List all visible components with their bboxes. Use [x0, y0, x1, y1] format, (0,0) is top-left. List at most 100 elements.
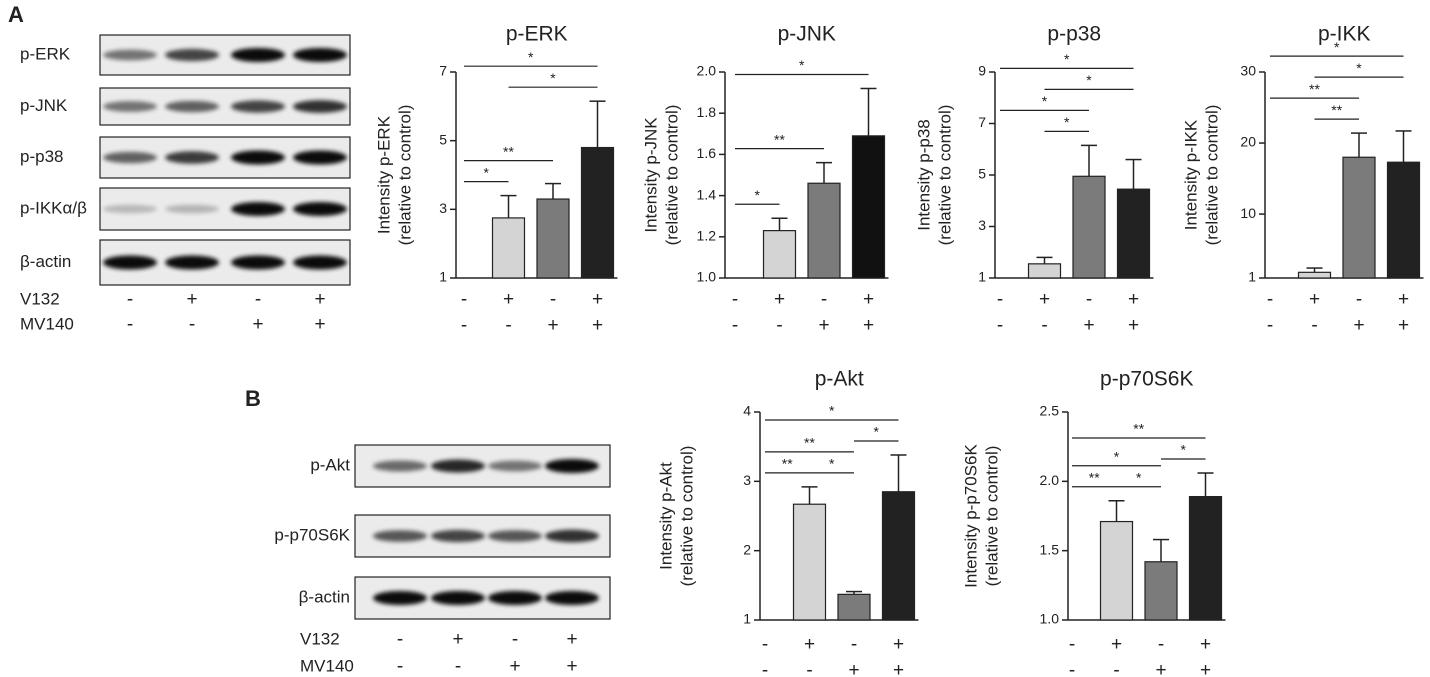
- panel-letter: A: [8, 2, 24, 27]
- y-tick-label: 1.6: [697, 145, 717, 161]
- x-sign: +: [1128, 315, 1139, 336]
- x-sign: -: [1311, 315, 1317, 336]
- blot-label: β-actin: [299, 587, 350, 606]
- significance-label: *: [755, 187, 761, 203]
- x-sign: -: [550, 289, 556, 310]
- y-tick-label: 1.0: [697, 269, 717, 285]
- treatment-sign: -: [397, 629, 403, 650]
- significance-label: **: [503, 143, 514, 159]
- treatment-sign: -: [455, 656, 461, 677]
- blot-band: [373, 460, 427, 472]
- error-bar: [1081, 144, 1097, 177]
- x-sign: -: [997, 315, 1003, 336]
- x-sign: -: [732, 289, 738, 310]
- bar: [491, 217, 526, 279]
- bar: [1297, 271, 1332, 279]
- bar: [1027, 263, 1062, 279]
- blot-band: [103, 204, 157, 214]
- chart-title: p-p38: [1047, 23, 1101, 46]
- treatment-label: V132: [300, 629, 340, 648]
- blot-band: [103, 101, 157, 112]
- error-bar: [545, 182, 561, 200]
- significance-label: *: [484, 164, 490, 180]
- y-tick-label: 5: [978, 166, 986, 182]
- blot-band: [165, 255, 219, 270]
- blot-band: [165, 100, 219, 113]
- significance-label: **: [1331, 102, 1342, 118]
- y-axis-label: Intensity p-Akt: [656, 462, 675, 570]
- y-tick-label: 3: [978, 217, 986, 233]
- significance-label: *: [829, 456, 835, 472]
- blot-band: [488, 530, 542, 542]
- chart-title: p-ERK: [506, 23, 568, 46]
- x-sign: +: [1398, 289, 1409, 310]
- error-bar: [1306, 267, 1323, 273]
- x-sign: +: [774, 289, 785, 310]
- bar: [762, 230, 797, 279]
- x-sign: +: [863, 289, 874, 310]
- treatment-sign: -: [255, 289, 261, 310]
- significance-label: **: [804, 435, 815, 451]
- error-bar: [860, 87, 877, 136]
- blot-band: [373, 530, 427, 542]
- x-sign: +: [1309, 289, 1320, 310]
- y-tick-label: 1: [439, 269, 447, 285]
- blot-band: [231, 202, 285, 216]
- y-axis-label: Intensity p-JNK: [641, 117, 660, 233]
- significance-label: *: [1334, 39, 1340, 55]
- y-axis-label: (relative to control): [395, 105, 414, 246]
- x-sign: -: [1356, 289, 1362, 310]
- blot-label: p-IKKα/β: [20, 198, 87, 217]
- x-sign: -: [762, 660, 768, 677]
- blot-band: [545, 459, 599, 473]
- significance-label: **: [1089, 469, 1100, 485]
- blot-band: [103, 49, 157, 61]
- treatment-sign: +: [566, 629, 577, 650]
- x-sign: -: [851, 634, 857, 655]
- blot-band: [103, 151, 157, 164]
- x-sign: -: [461, 315, 467, 336]
- significance-label: *: [799, 57, 805, 73]
- x-sign: -: [1267, 315, 1273, 336]
- error-bar: [771, 217, 788, 231]
- y-axis-label: Intensity p-IKK: [1181, 119, 1200, 230]
- treatment-label: MV140: [20, 314, 74, 333]
- blot-label: p-ERK: [20, 44, 71, 63]
- blot-band: [431, 459, 485, 473]
- x-sign: -: [732, 315, 738, 336]
- significance-label: *: [829, 403, 835, 419]
- error-bar: [589, 100, 606, 148]
- blot-band: [488, 591, 542, 605]
- bar: [881, 491, 916, 621]
- error-bar: [500, 194, 517, 218]
- y-tick-label: 2: [743, 541, 751, 557]
- treatment-sign: +: [314, 289, 325, 310]
- x-sign: -: [997, 289, 1003, 310]
- x-sign: +: [547, 315, 558, 336]
- x-sign: +: [1128, 289, 1139, 310]
- blot-band: [293, 255, 347, 270]
- blot-label: p-p70S6K: [274, 525, 350, 544]
- error-bar: [801, 486, 818, 505]
- treatment-sign: +: [314, 314, 325, 335]
- significance-label: *: [874, 424, 880, 440]
- treatment-sign: +: [252, 314, 263, 335]
- y-tick-label: 3: [743, 472, 751, 488]
- x-sign: +: [1155, 660, 1166, 677]
- bar: [1386, 161, 1421, 279]
- x-sign: +: [1353, 315, 1364, 336]
- blot-label: p-p38: [20, 147, 63, 166]
- y-tick-label: 20: [1240, 134, 1256, 150]
- chart-title: p-Akt: [815, 368, 864, 391]
- blot-band: [431, 529, 485, 543]
- y-tick-label: 2.5: [1040, 403, 1060, 419]
- treatment-label: MV140: [300, 656, 354, 675]
- x-sign: -: [806, 660, 812, 677]
- y-axis-label: (relative to control): [935, 105, 954, 246]
- significance-label: *: [1042, 93, 1048, 109]
- y-axis-label: (relative to control): [1202, 105, 1221, 246]
- y-axis-label: (relative to control): [677, 446, 696, 587]
- bar: [792, 503, 827, 621]
- y-tick-label: 1.4: [697, 186, 717, 202]
